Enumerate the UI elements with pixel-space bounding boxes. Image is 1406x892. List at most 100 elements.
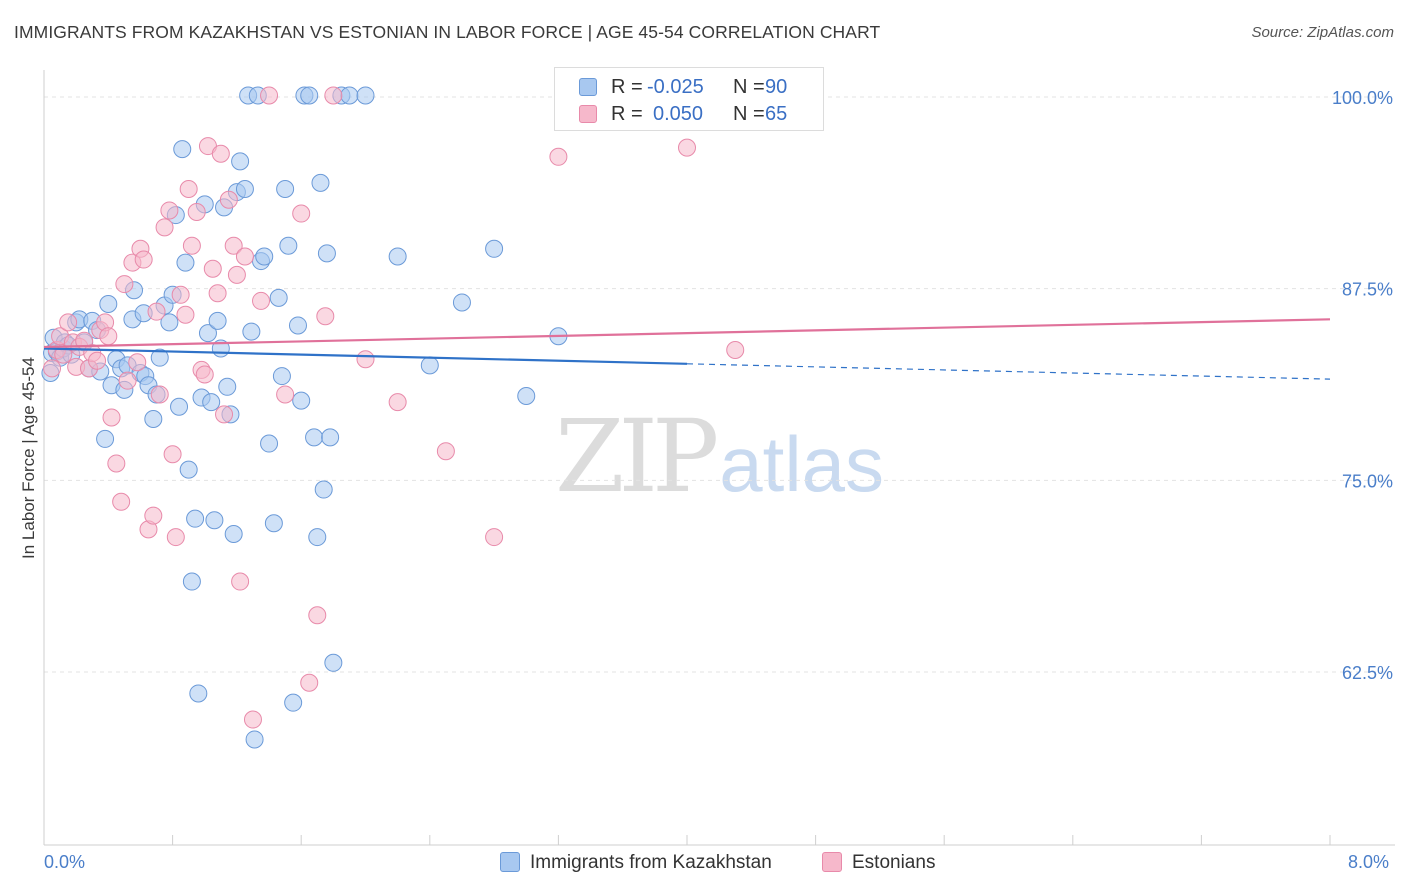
estonians-point-61 [485,528,504,547]
kazakhstan-point-69 [284,693,303,712]
legend-row-kazakhstan: R = -0.025 N = 90 [555,76,823,104]
chart-title: IMMIGRANTS FROM KAZAKHSTAN VS ESTONIAN I… [14,22,881,42]
kazakhstan-point-68 [279,236,298,255]
kazakhstan-point-87 [485,239,504,258]
kazakhstan-point-74 [305,428,324,447]
estonians-point-25 [144,506,163,525]
trend-estonians [43,318,1331,349]
y-tick-label-1: 87.5% [1342,280,1393,300]
estonians-point-51 [260,86,279,105]
kazakhstan-point-58 [242,322,261,341]
kazakhstan-point-38 [176,253,195,272]
estonians-point-50 [252,291,271,310]
kazakhstan-point-33 [160,313,179,332]
kazakhstan-point-45 [198,324,217,343]
estonians-point-35 [182,236,201,255]
trend-kazakhstan-dashed [686,363,1331,380]
y-tick-label-2: 75.0% [1342,471,1393,491]
kazakhstan-point-85 [420,356,439,375]
source-label: Source: ZipAtlas.com [1251,24,1394,41]
kazakhstan-point-17 [99,295,118,313]
legend-n-label: N = [733,76,765,98]
estonians-point-18 [115,275,134,294]
kazakhstan-point-16 [96,429,115,448]
estonians-point-19 [118,371,137,390]
kazakhstan-point-48 [208,311,227,330]
estonians-point-56 [316,307,335,326]
kazakhstan-point-76 [311,173,330,192]
kazakhstan-point-73 [300,86,319,105]
estonians-point-0 [43,359,62,378]
kazakhstan-point-75 [308,528,327,547]
kazakhstan-point-71 [292,391,311,410]
estonians-point-47 [231,572,250,591]
estonians-point-29 [160,201,179,220]
estonians-point-17 [112,492,131,511]
estonians-point-62 [549,147,568,166]
kazakhstan-point-47 [205,511,224,530]
kazakhstan-point-79 [321,428,340,447]
series-estonians-points [43,86,745,729]
kazakhstan-point-77 [314,480,333,499]
y-tick-label-0: 100.0% [1332,88,1393,108]
kazakhstan-point-83 [356,86,375,105]
x-tick-max: 8.0% [1348,852,1390,872]
bottom-legend-kazakhstan: Immigrants from Kazakhstan [500,852,772,874]
estonians-point-30 [163,445,182,464]
estonians-point-36 [187,203,206,221]
kazakhstan-point-36 [170,397,189,416]
estonians-point-49 [243,710,262,729]
estonians-point-27 [150,385,169,404]
estonians-point-43 [215,405,234,424]
estonians-point-42 [211,144,230,163]
legend-n-value: 90 [765,76,788,98]
bottom-legend-estonians: Estonians [822,852,935,874]
kazakhstan-point-39 [179,460,198,479]
estonians-point-40 [203,259,222,278]
estonians-point-53 [292,204,311,223]
estonians-point-64 [726,341,745,359]
x-tick-min: 0.0% [44,852,86,872]
estonians-point-41 [208,284,227,303]
kazakhstan-point-88 [517,387,536,405]
trend-kazakhstan-solid [43,347,688,365]
estonians-point-44 [219,190,238,209]
kazakhstan-point-41 [186,509,205,528]
estonians-point-52 [276,385,295,404]
watermark-atlas: atlas [719,420,885,508]
estonians-point-14 [99,327,118,346]
estonians-point-4 [59,313,78,332]
estonians-point-23 [134,250,153,269]
axes [43,70,1395,846]
y-tick-label-3: 62.5% [1342,663,1393,683]
trend-lines [43,318,1331,380]
kazakhstan-point-78 [317,244,336,263]
estonians-point-26 [147,302,166,321]
kazakhstan-point-67 [276,180,295,198]
kazakhstan-point-56 [235,180,254,198]
legend-n-value: 65 [765,103,788,125]
estonians-point-21 [128,353,147,372]
estonians-point-57 [324,86,343,105]
estonians-point-59 [388,393,407,412]
estonians-point-34 [179,180,198,198]
legend: R = -0.025 N = 90 R = 0.050 N = 65 [554,67,824,131]
kazakhstan-point-65 [269,288,288,307]
series-kazakhstan-points [41,86,568,749]
legend-swatch-estonians [579,105,597,123]
legend-r-label: R = [611,76,643,98]
kazakhstan-point-51 [218,377,237,396]
kazakhstan-point-40 [182,572,201,591]
legend-r-value: -0.025 [647,76,704,98]
legend-row-estonians: R = 0.050 N = 65 [555,103,823,131]
estonians-point-16 [107,454,126,473]
kazakhstan-point-86 [452,293,471,312]
kazakhstan-point-70 [288,316,307,335]
kazakhstan-point-64 [264,514,283,533]
estonians-point-28 [155,218,174,237]
estonians-point-11 [88,351,107,370]
legend-swatch-kazakhstan [579,78,597,96]
kazakhstan-point-82 [340,86,359,105]
bottom-legend-label-estonians: Estonians [852,852,936,873]
